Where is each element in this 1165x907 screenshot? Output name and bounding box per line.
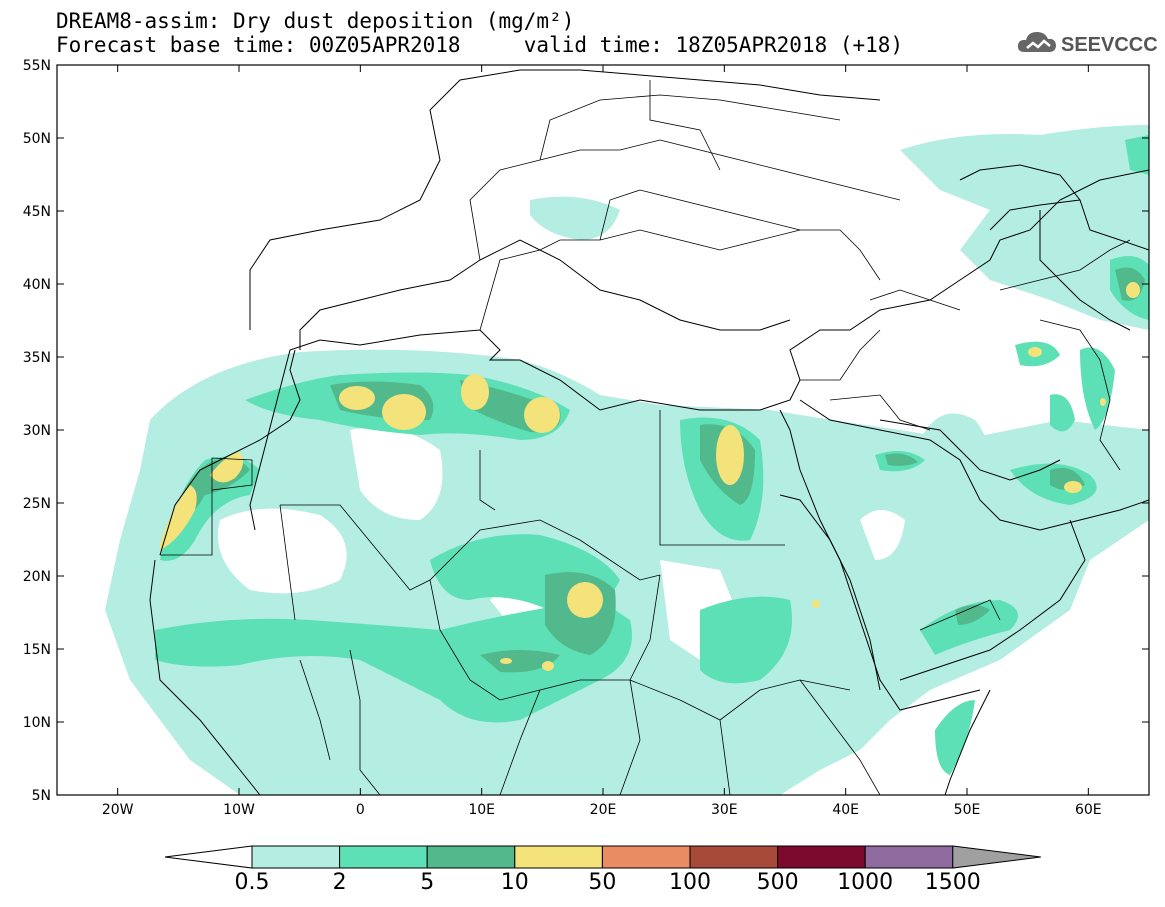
colorbar-box — [777, 845, 866, 869]
colorbar-label: 5 — [420, 870, 434, 895]
colorbar-label: 0.5 — [235, 870, 270, 895]
lat-tick-label: 30N — [23, 423, 51, 439]
colorbar-boxes — [164, 845, 1041, 869]
colorbar-box — [339, 845, 428, 869]
colorbar-min-arrow — [164, 845, 253, 869]
colorbar-box — [426, 845, 516, 869]
lon-tick-label: 0 — [356, 802, 365, 818]
deposition-level-4 — [160, 282, 1140, 671]
country-borders — [160, 80, 1131, 795]
lon-tick-label: 60E — [1075, 802, 1102, 818]
colorbar-label: 2 — [333, 870, 347, 895]
dust-fields — [105, 69, 1149, 795]
lat-tick-label: 35N — [23, 350, 51, 366]
forecast-times: Forecast base time: 00Z05APR2018 valid t… — [56, 33, 904, 57]
colorbar-label: 100 — [669, 870, 711, 895]
lat-tick-label: 55N — [23, 58, 51, 74]
lon-tick-label: 50E — [954, 802, 981, 818]
deposition-level-2 — [155, 135, 1149, 775]
lat-tick-label: 50N — [23, 131, 51, 147]
colorbar-box — [689, 845, 779, 869]
lat-tick-label: 40N — [23, 277, 51, 293]
lon-tick-label: 20W — [102, 802, 134, 818]
colorbar-label: 10 — [501, 870, 529, 895]
colorbar-box — [251, 845, 341, 869]
colorbar-label: 500 — [757, 870, 799, 895]
lat-tick-label: 5N — [32, 788, 51, 804]
colorbar-max-arrow — [952, 845, 1041, 869]
lon-tick-label: 10E — [468, 802, 495, 818]
lon-tick-label: 10W — [223, 802, 255, 818]
lat-tick-label: 10N — [23, 715, 51, 731]
colorbar-label: 1000 — [837, 870, 893, 895]
logo-text: SEEVCCC — [1061, 34, 1157, 56]
lon-tick-label: 30E — [711, 802, 738, 818]
colorbar-box — [864, 845, 954, 869]
lat-tick-label: 25N — [23, 496, 51, 512]
cloud-icon — [1017, 32, 1056, 52]
lat-tick-label: 45N — [23, 204, 51, 220]
lon-tick-label: 20E — [590, 802, 617, 818]
colorbar-box — [514, 845, 603, 869]
coastlines — [149, 69, 1149, 795]
colorbar-label: 1500 — [925, 870, 981, 895]
seevccc-logo: SEEVCCC — [1017, 32, 1157, 56]
lat-tick-label: 20N — [23, 569, 51, 585]
lat-tick-label: 15N — [23, 642, 51, 658]
lon-tick-label: 40E — [832, 802, 859, 818]
colorbar-label: 50 — [588, 870, 616, 895]
colorbar-labels: 0.5 2 5 10 50 100 500 1000 1500 — [235, 870, 981, 895]
map-title: DREAM8-assim: Dry dust deposition (mg/m²… — [56, 9, 575, 33]
axis-ticks: 55N 50N 45N 40N 35N 30N 25N 20N 15N 10N 5N 20W 10W 0 1… — [23, 58, 1149, 818]
colorbar-box — [601, 845, 691, 869]
